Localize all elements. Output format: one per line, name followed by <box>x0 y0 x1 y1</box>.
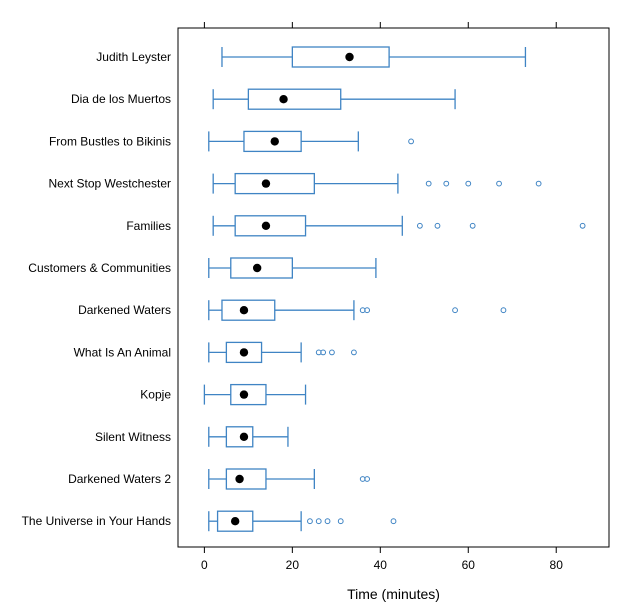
x-axis-title: Time (minutes) <box>347 586 440 602</box>
box-row <box>208 510 397 532</box>
iqr-box <box>225 468 267 490</box>
category-label: The Universe in Your Hands <box>22 514 171 528</box>
outlier-point <box>496 180 502 187</box>
x-tick-label: 60 <box>462 558 476 572</box>
outlier-point <box>579 222 586 229</box>
iqr-box <box>225 426 254 448</box>
outlier-point <box>425 180 432 187</box>
median-point <box>261 179 271 188</box>
boxes-layer <box>203 46 586 532</box>
box-row <box>208 426 289 448</box>
outlier-point <box>535 180 542 187</box>
iqr-box <box>230 383 267 406</box>
plot-frame <box>177 27 610 548</box>
category-label: Next Stop Westchester <box>49 177 172 191</box>
category-label: Darkened Waters <box>78 303 171 317</box>
category-label: What Is An Animal <box>74 345 171 359</box>
median-point <box>279 95 288 104</box>
category-label: Darkened Waters 2 <box>68 472 171 486</box>
outlier-point <box>351 349 357 356</box>
category-labels-layer: Judith Leyster Dia de los Muertos From Bus… <box>22 50 172 528</box>
category-label: Customers & Communities <box>28 261 171 275</box>
x-tick-label: 40 <box>374 558 388 572</box>
box-row <box>208 130 414 153</box>
outlier-point <box>364 307 371 314</box>
median-point <box>239 432 249 441</box>
outlier-point <box>469 222 476 229</box>
median-point <box>270 137 279 146</box>
box-row <box>212 172 542 195</box>
median-point <box>252 263 262 273</box>
outlier-point <box>443 180 450 187</box>
outlier-point <box>337 518 344 525</box>
median-point <box>230 517 240 526</box>
iqr-box <box>234 215 307 237</box>
category-label: Silent Witness <box>95 430 171 444</box>
axis-ticks-layer: 0 20 40 60 80 <box>201 22 563 572</box>
outlier-point <box>434 222 441 229</box>
median-point <box>239 306 249 315</box>
median-point <box>345 52 354 62</box>
iqr-box <box>247 88 342 110</box>
iqr-box <box>230 257 293 279</box>
outlier-point <box>329 349 335 356</box>
box-row <box>212 215 586 237</box>
iqr-box <box>221 299 276 321</box>
box-row <box>203 383 307 406</box>
category-label: Dia de los Muertos <box>71 92 171 106</box>
outlier-point <box>465 180 472 187</box>
box-row <box>212 88 456 110</box>
box-row <box>208 341 357 364</box>
outlier-point <box>320 349 327 356</box>
iqr-box <box>234 172 315 195</box>
outlier-point <box>452 307 458 314</box>
category-label: Judith Leyster <box>96 50 171 64</box>
x-tick-label: 20 <box>286 558 300 572</box>
outlier-point <box>307 518 313 525</box>
outlier-point <box>500 307 507 314</box>
median-point <box>239 390 249 399</box>
x-tick-label: 80 <box>550 558 564 572</box>
plot-frame-layer <box>177 27 610 548</box>
outlier-point <box>416 222 423 229</box>
box-row <box>208 299 507 321</box>
category-label: Kopje <box>140 388 171 402</box>
outlier-point <box>390 518 397 525</box>
median-point <box>235 474 244 484</box>
outlier-point <box>324 518 331 525</box>
x-tick-label: 0 <box>201 558 208 572</box>
median-point <box>261 221 271 230</box>
outlier-point <box>364 476 371 482</box>
box-row <box>208 468 371 490</box>
median-point <box>239 348 249 357</box>
outlier-point <box>408 138 414 145</box>
box-row <box>221 46 527 68</box>
box-row <box>208 257 377 279</box>
outlier-point <box>315 518 322 525</box>
category-label: Families <box>126 219 171 233</box>
category-label: From Bustles to Bikinis <box>49 134 171 148</box>
iqr-box <box>291 46 390 68</box>
